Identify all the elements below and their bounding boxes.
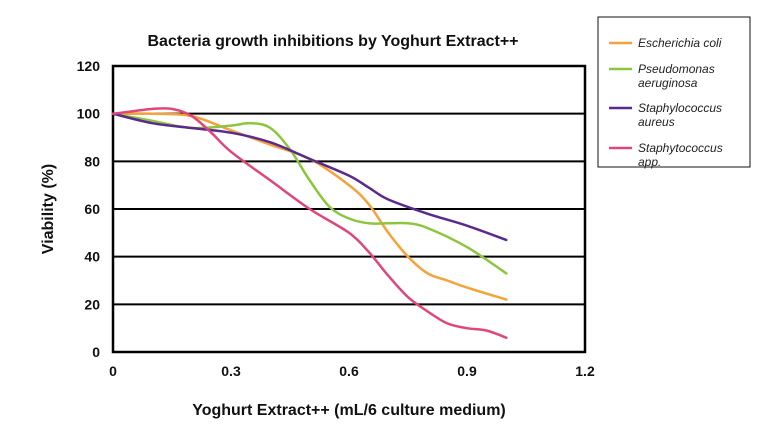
y-tick-label: 20 xyxy=(84,296,100,312)
x-tick-label: 1.2 xyxy=(575,363,595,379)
plot-area-frame xyxy=(111,64,587,354)
y-tick-label: 60 xyxy=(84,201,100,217)
legend-label: Staphylococcus aureus xyxy=(638,101,722,129)
series-line xyxy=(111,107,508,339)
legend-label: Escherichia coli xyxy=(638,36,722,50)
legend: Escherichia coli Pseudomonas aeruginosa Sta… xyxy=(597,16,751,169)
x-tick-label: 0.3 xyxy=(221,363,241,379)
y-tick-label: 0 xyxy=(92,344,100,360)
legend-label: Staphytococcus app. xyxy=(638,141,723,169)
x-tick-label: 0.9 xyxy=(457,363,477,379)
series-lines xyxy=(111,107,508,339)
tick-labels: 0 20 40 60 80 100 120 0 0.3 0.6 0.9 1.2 xyxy=(77,58,595,379)
series-line xyxy=(111,112,508,275)
y-tick-label: 100 xyxy=(77,106,101,122)
y-axis-label: Viability (%) xyxy=(40,164,57,254)
grid-lines xyxy=(113,112,585,306)
series-line xyxy=(111,112,508,301)
legend-label: Pseudomonas aeruginosa xyxy=(638,62,715,90)
series-line xyxy=(111,112,508,242)
y-tick-label: 80 xyxy=(84,153,100,169)
chart-title: Bacteria growth inhibitions by Yoghurt E… xyxy=(147,33,518,50)
x-tick-label: 0 xyxy=(109,363,117,379)
x-axis-label: Yoghurt Extract++ (mL/6 culture medium) xyxy=(192,402,506,419)
x-tick-label: 0.6 xyxy=(339,363,359,379)
y-tick-label: 120 xyxy=(77,58,101,74)
y-tick-label: 40 xyxy=(84,249,100,265)
